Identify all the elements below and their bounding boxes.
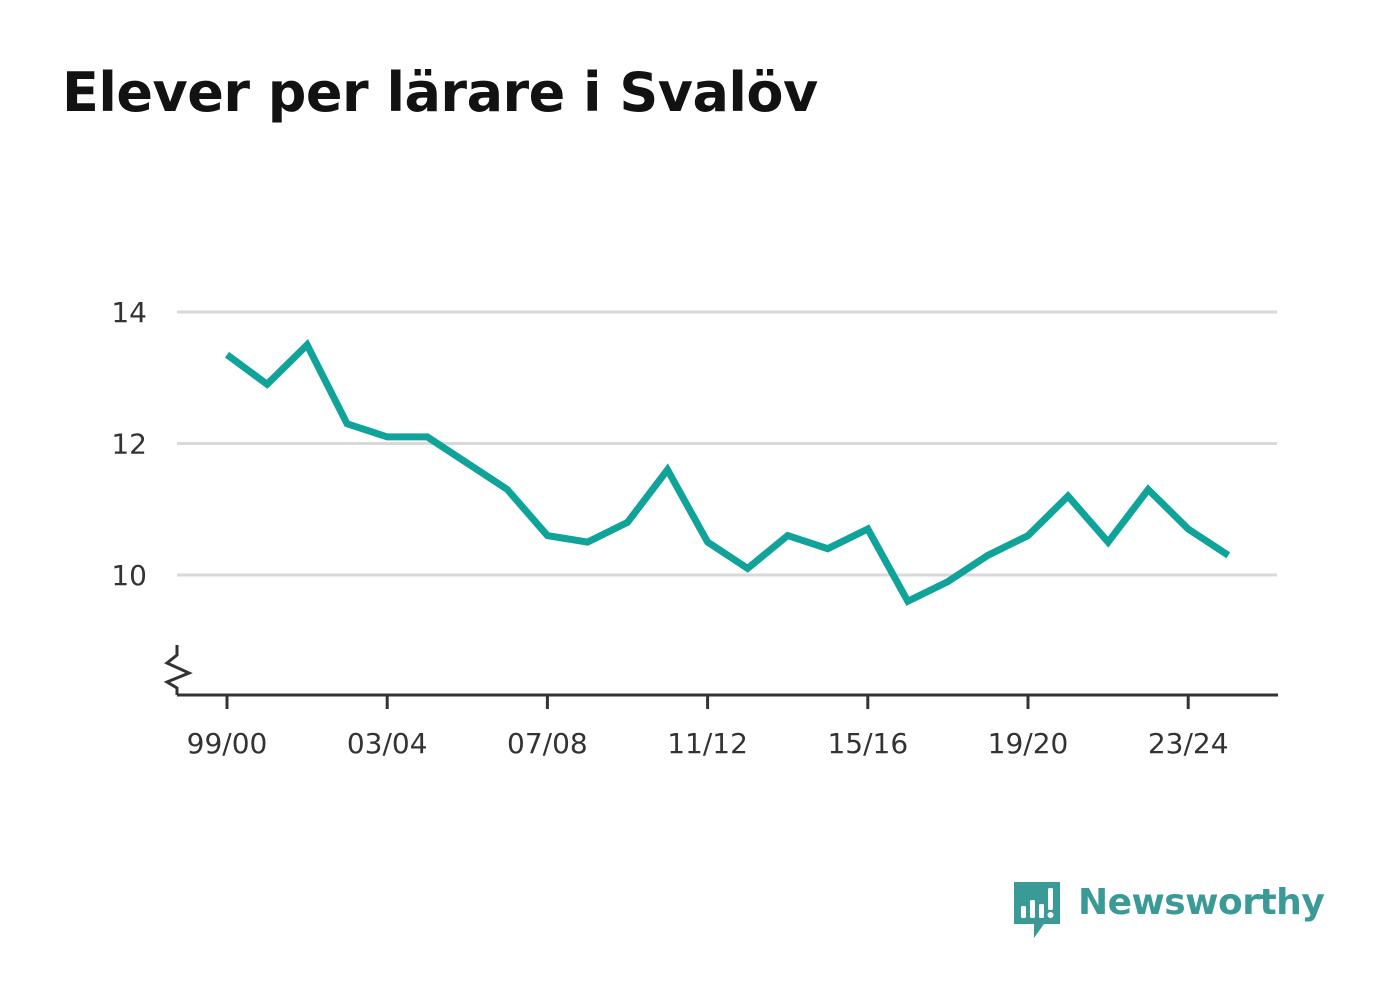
brand-name: Newsworthy [1078,882,1325,923]
y-tick-labels: 10 12 14 [111,296,147,592]
x-tick-label: 15/16 [827,727,908,760]
x-tick-label: 07/08 [507,727,588,760]
x-tick-label: 19/20 [988,727,1069,760]
x-tick-label: 99/00 [187,727,268,760]
newsworthy-logo-icon [1014,882,1060,938]
series [224,339,1231,606]
brand-logo: Newsworthy [1012,880,1325,940]
gridlines [177,310,1277,577]
y-axis-break [163,645,193,695]
y-tick-label: 10 [111,559,147,592]
series-line [224,339,1231,606]
chart-title: Elever per lärare i Svalöv [62,61,818,124]
y-tick-label: 12 [111,428,147,461]
axes [163,645,1278,709]
x-tick-label: 03/04 [347,727,428,760]
x-tick-label: 23/24 [1148,727,1229,760]
x-tick-label: 11/12 [667,727,748,760]
x-tick-labels: 99/00 03/04 07/08 11/12 15/16 19/20 23/24 [187,727,1229,760]
y-tick-label: 14 [111,296,147,329]
